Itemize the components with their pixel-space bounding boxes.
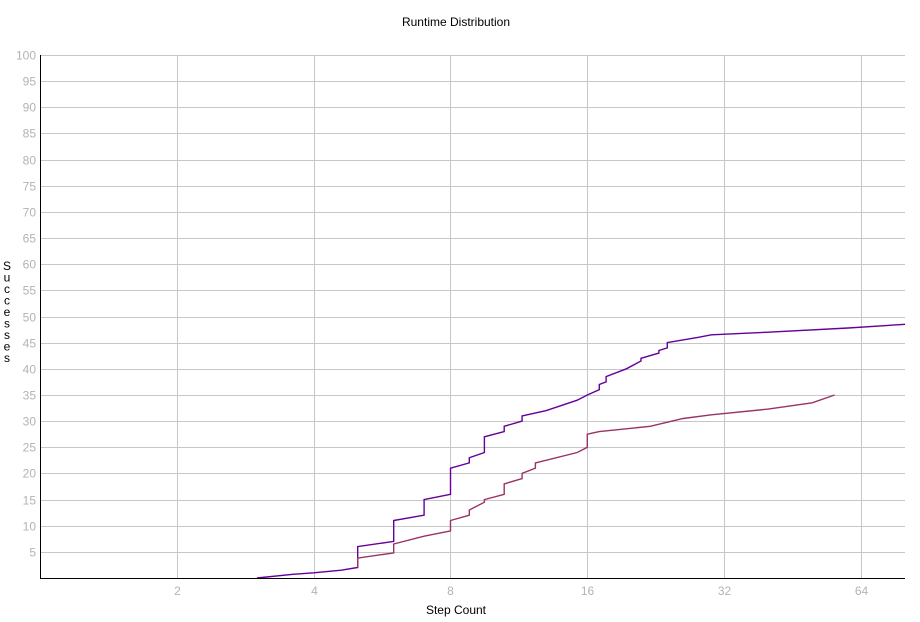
y-tick-label: 20 [23,467,37,481]
series-line-2 [357,394,835,568]
y-tick-label: 55 [23,284,37,298]
y-tick-label: 35 [23,389,37,403]
x-tick-label: 4 [311,584,318,598]
y-tick-label: 10 [23,520,37,534]
y-tick-label: 50 [23,311,37,325]
x-tick-label: 8 [447,584,454,598]
x-tick-label: 16 [581,584,595,598]
grid-lines [40,55,905,578]
series-line-1 [256,323,906,579]
x-tick-label: 32 [718,584,732,598]
chart-title: Runtime Distribution [402,15,510,29]
series-lines [256,323,906,579]
y-tick-label: 40 [23,363,37,377]
x-tick-label: 2 [174,584,181,598]
y-tick-label: 70 [23,206,37,220]
y-tick-label: 80 [23,154,37,168]
y-tick-label: 90 [23,101,37,115]
y-tick-label: 75 [23,180,37,194]
y-tick-label: 5 [29,546,36,560]
y-tick-label: 25 [23,441,37,455]
y-tick-label: 30 [23,415,37,429]
y-tick-label: 95 [23,75,37,89]
x-tick-label: 64 [855,584,869,598]
y-tick-label: 85 [23,127,37,141]
y-tick-label: 65 [23,232,37,246]
x-axis-label: Step Count [426,603,487,617]
y-tick-label: 100 [16,49,36,63]
y-tick-label: 15 [23,494,37,508]
x-tick-labels: 2 4 8 16 32 64 [174,584,868,598]
y-tick-labels: 5 10 15 20 25 30 35 40 45 50 55 60 65 70 75 80 85 90 95 100 [16,49,36,560]
y-tick-label: 60 [23,258,37,272]
y-tick-label: 45 [23,337,37,351]
